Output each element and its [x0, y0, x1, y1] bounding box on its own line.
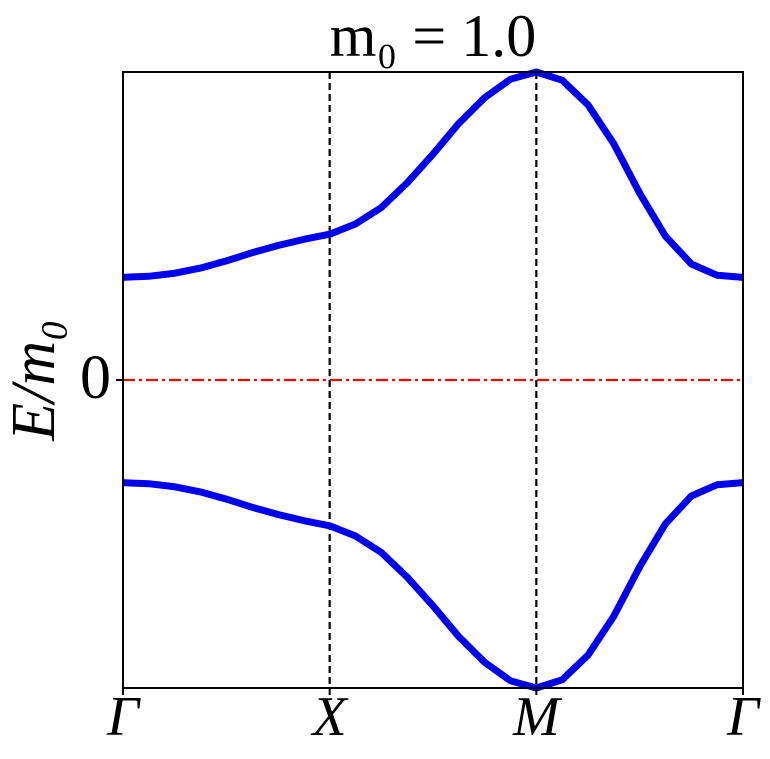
band-line [122, 68, 744, 281]
x-tick-label: Γ [726, 686, 761, 748]
y-axis-label: E/m₀ [0, 319, 68, 441]
y-tick-label: 0 [80, 344, 111, 412]
chart-title: m₀ = 1.0 [330, 3, 536, 69]
x-tick-label: X [311, 686, 350, 748]
x-tick-label: M [512, 686, 563, 748]
x-tick-label: Γ [106, 686, 141, 748]
band-line [122, 479, 744, 692]
